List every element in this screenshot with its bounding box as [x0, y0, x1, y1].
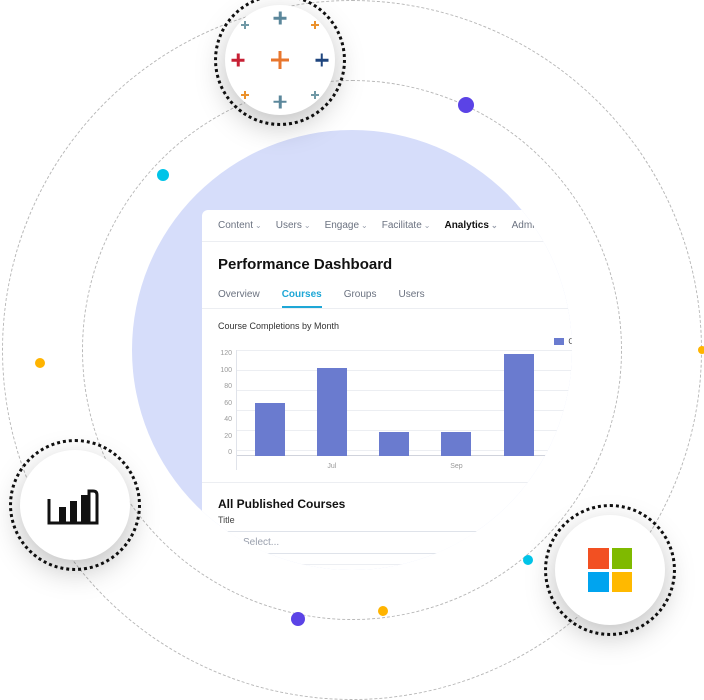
y-tick: 60 — [218, 400, 232, 407]
nav-label: Analytics — [444, 220, 488, 231]
chart-bars — [237, 350, 572, 456]
filter-label: Title — [202, 515, 572, 531]
orbit-dot — [35, 358, 45, 368]
tab-users[interactable]: Users — [399, 283, 425, 308]
top-nav: Content ⌄ Users ⌄ Engage ⌄ Facilitate ⌄ … — [202, 210, 572, 242]
y-tick: 80 — [218, 383, 232, 390]
search-row: Select... ☰ Filters — [202, 531, 572, 564]
y-axis: 120 100 80 60 40 20 0 — [218, 350, 236, 470]
x-tick — [255, 463, 285, 470]
powerbi-icon — [45, 481, 105, 529]
table-header: Title Lessons Mandatory Lessons — [202, 564, 572, 570]
orbit-dot — [698, 346, 704, 354]
tabs: Overview Courses Groups Users — [202, 283, 572, 309]
y-tick: 100 — [218, 367, 232, 374]
section-title: All Published Courses — [202, 483, 572, 515]
nav-label: Facilitate — [382, 220, 422, 231]
chevron-down-icon: ⌄ — [424, 221, 431, 230]
y-tick: 40 — [218, 416, 232, 423]
chart-bar — [566, 448, 572, 456]
chart-bar — [504, 354, 534, 456]
page-title: Performance Dashboard — [202, 242, 572, 283]
y-tick: 120 — [218, 350, 232, 357]
chart-bar — [441, 432, 471, 456]
nav-users[interactable]: Users ⌄ — [276, 220, 311, 231]
chevron-down-icon: ⌄ — [304, 221, 311, 230]
search-placeholder: Select... — [243, 537, 279, 548]
chevron-down-icon: ⌄ — [542, 221, 549, 230]
chart-bar — [379, 432, 409, 456]
x-tick: Sep — [441, 463, 471, 470]
x-tick: Nov — [566, 463, 572, 470]
tab-courses[interactable]: Courses — [282, 283, 322, 308]
chart-legend: Course Completions by Month — [218, 337, 572, 346]
chevron-down-icon: ⌄ — [361, 221, 368, 230]
nav-content[interactable]: Content ⌄ — [218, 220, 262, 231]
x-tick — [504, 463, 534, 470]
chart-area: 120 100 80 60 40 20 0 — [218, 350, 572, 470]
search-input[interactable]: Select... — [218, 531, 572, 554]
dashboard-panel: Content ⌄ Users ⌄ Engage ⌄ Facilitate ⌄ … — [202, 210, 572, 570]
microsoft-icon — [588, 548, 632, 592]
nav-engage[interactable]: Engage ⌄ — [325, 220, 368, 231]
x-tick: Jul — [317, 463, 347, 470]
orbit-dot — [458, 97, 474, 113]
dashboard-circle: Content ⌄ Users ⌄ Engage ⌄ Facilitate ⌄ … — [132, 130, 572, 570]
x-tick — [379, 463, 409, 470]
legend-label: Course Completions by Month — [568, 337, 572, 346]
nav-facilitate[interactable]: Facilitate ⌄ — [382, 220, 431, 231]
search-icon — [227, 538, 237, 548]
legend-swatch — [554, 338, 564, 345]
y-tick: 0 — [218, 449, 232, 456]
chart-plot: Jul Sep Nov — [236, 350, 572, 470]
orbit-dot — [157, 169, 169, 181]
nav-admin[interactable]: Admin ⌄ — [512, 220, 549, 231]
chevron-down-icon: ⌄ — [491, 221, 498, 230]
chart-bar — [255, 403, 285, 456]
chart-bar — [317, 368, 347, 456]
tab-groups[interactable]: Groups — [344, 283, 377, 308]
nav-analytics[interactable]: Analytics ⌄ — [444, 220, 497, 231]
x-axis: Jul Sep Nov — [237, 463, 572, 470]
y-tick: 20 — [218, 433, 232, 440]
chart-block: Course Completions by Month Course Compl… — [202, 309, 572, 483]
tableau-logo — [225, 5, 335, 115]
powerbi-logo — [20, 450, 130, 560]
microsoft-logo — [555, 515, 665, 625]
tab-overview[interactable]: Overview — [218, 283, 260, 308]
nav-label: Engage — [325, 220, 359, 231]
nav-label: Admin — [512, 220, 540, 231]
orbit-dot — [378, 606, 388, 616]
chevron-down-icon: ⌄ — [255, 221, 262, 230]
orbit-dot — [291, 612, 305, 626]
nav-label: Content — [218, 220, 253, 231]
chart-title: Course Completions by Month — [218, 321, 572, 331]
nav-label: Users — [276, 220, 302, 231]
